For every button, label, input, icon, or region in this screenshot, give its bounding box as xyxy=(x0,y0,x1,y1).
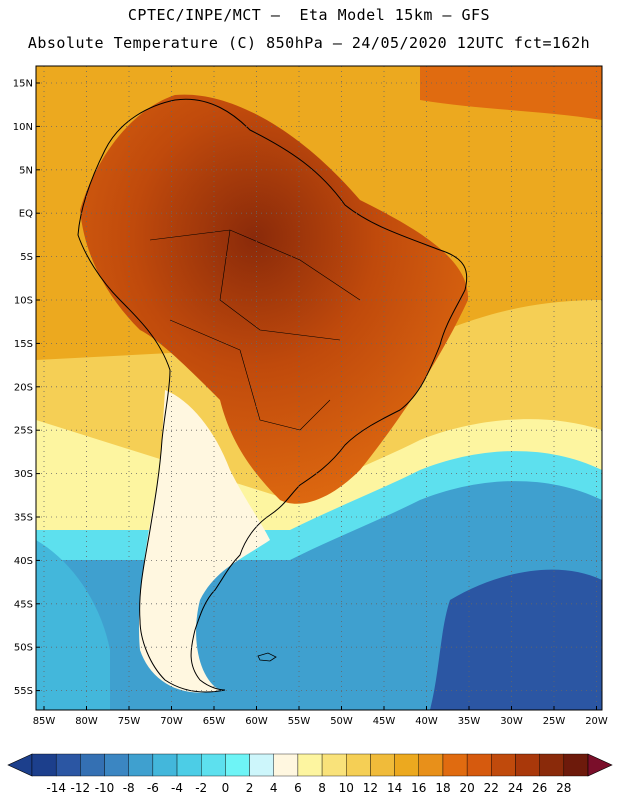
plot-frame xyxy=(35,65,603,711)
lon-label: 85W xyxy=(33,716,56,727)
lon-label: 70W xyxy=(160,716,183,727)
colorbar-swatch xyxy=(152,753,178,777)
lon-labels: 85W 80W 75W 70W 65W 60W 55W 50W 45W 40W 35W 30W 25W 2… xyxy=(33,706,608,727)
lon-label: 75W xyxy=(118,716,141,727)
colorbar-label: 12 xyxy=(363,781,378,795)
colorbar-label: 20 xyxy=(459,781,474,795)
colorbar-swatch xyxy=(273,753,299,777)
colorbar-swatch xyxy=(370,753,395,777)
colorbar-swatch xyxy=(249,753,274,777)
colorbar-swatch xyxy=(563,753,589,777)
lon-label: 20W xyxy=(585,716,608,727)
lon-label: 25W xyxy=(543,716,566,727)
colorbar-label: 6 xyxy=(294,781,302,795)
colorbar-label: 0 xyxy=(222,781,230,795)
colorbar-swatch xyxy=(176,753,202,777)
lat-label: 40S xyxy=(14,556,33,567)
ocean-cold-patch xyxy=(430,569,602,710)
colorbar-label: 24 xyxy=(508,781,523,795)
colorbar-label: -4 xyxy=(171,781,183,795)
lon-label: 50W xyxy=(330,716,353,727)
colorbar-swatch xyxy=(515,753,540,777)
colorbar-swatch xyxy=(55,753,81,777)
lon-label: 35W xyxy=(458,716,481,727)
colorbar: -14 -12 -10 -8 -6 -4 -2 0 2 4 6 8 10 12 14 16 18 20 22 24 26… xyxy=(7,753,613,795)
lat-label: 5N xyxy=(19,165,33,176)
colorbar-label: -2 xyxy=(195,781,207,795)
lat-label: 25S xyxy=(14,426,33,437)
coastline xyxy=(77,98,468,693)
colorbar-swatch xyxy=(466,753,492,777)
lat-label: 20S xyxy=(14,382,33,393)
map-field xyxy=(36,66,602,710)
colorbar-label: -6 xyxy=(147,781,159,795)
lat-label: 10N xyxy=(13,122,33,133)
land-warm-field xyxy=(80,94,469,504)
colorbar-swatch xyxy=(442,753,468,777)
lat-label: 30S xyxy=(14,469,33,480)
lon-label: 45W xyxy=(373,716,396,727)
lon-label: 40W xyxy=(415,716,438,727)
colorbar-arrow-high xyxy=(587,753,613,777)
colorbar-swatch xyxy=(31,753,57,777)
country-borders xyxy=(149,229,361,431)
lon-label: 65W xyxy=(203,716,226,727)
colorbar-swatch xyxy=(418,753,444,777)
lon-label: 60W xyxy=(245,716,268,727)
colorbar-swatch xyxy=(394,753,419,777)
lat-label: 15N xyxy=(13,79,33,90)
colorbar-swatch xyxy=(201,753,226,777)
map-title: CPTEC/INPE/MCT – Eta Model 15km – GFS xyxy=(127,6,491,24)
colorbar-label: 8 xyxy=(318,781,326,795)
lon-label: 30W xyxy=(500,716,523,727)
colorbar-swatch xyxy=(104,753,129,777)
colorbar-label: -10 xyxy=(95,781,115,795)
lon-label: 80W xyxy=(75,716,98,727)
lat-label: 50S xyxy=(14,643,33,654)
colorbar-swatch xyxy=(225,753,250,777)
colorbar-label: 10 xyxy=(339,781,354,795)
colorbar-label: 2 xyxy=(246,781,254,795)
lat-label: 55S xyxy=(14,686,33,697)
pacific-south xyxy=(36,540,110,710)
colorbar-swatch xyxy=(128,753,154,777)
colorbar-swatch xyxy=(321,753,347,777)
colorbar-label: 26 xyxy=(532,781,547,795)
lat-label: 5S xyxy=(20,252,33,263)
colorbar-label: 28 xyxy=(556,781,571,795)
map-subtitle: Absolute Temperature (C) 850hPa – 24/05/… xyxy=(27,34,591,52)
lat-label: 35S xyxy=(14,513,33,524)
colorbar-label: 14 xyxy=(387,781,402,795)
colorbar-swatch xyxy=(346,753,371,777)
colorbar-label: -12 xyxy=(71,781,91,795)
colorbar-label: 18 xyxy=(435,781,450,795)
falklands xyxy=(257,652,277,662)
lat-labels: 15N 10N 5N EQ 5S 10S 15S 20S 25S 30S 35S 40S 45S 50S 5… xyxy=(13,79,40,697)
colorbar-swatch xyxy=(539,753,565,777)
colorbar-label: -14 xyxy=(46,781,66,795)
colorbar-swatch xyxy=(80,753,105,777)
colorbar-swatch xyxy=(297,753,323,777)
lat-label: EQ xyxy=(19,209,33,220)
colorbar-label: 4 xyxy=(270,781,278,795)
colorbar-label: -8 xyxy=(123,781,135,795)
lat-label: 15S xyxy=(14,339,33,350)
lat-label: 10S xyxy=(14,296,33,307)
colorbar-label: 22 xyxy=(484,781,499,795)
colorbar-swatch xyxy=(491,753,516,777)
lon-label: 55W xyxy=(288,716,311,727)
colorbar-arrow-low xyxy=(7,753,33,777)
ocean-ne-warm xyxy=(420,66,602,120)
lat-label: 45S xyxy=(14,599,33,610)
colorbar-label: 16 xyxy=(411,781,426,795)
